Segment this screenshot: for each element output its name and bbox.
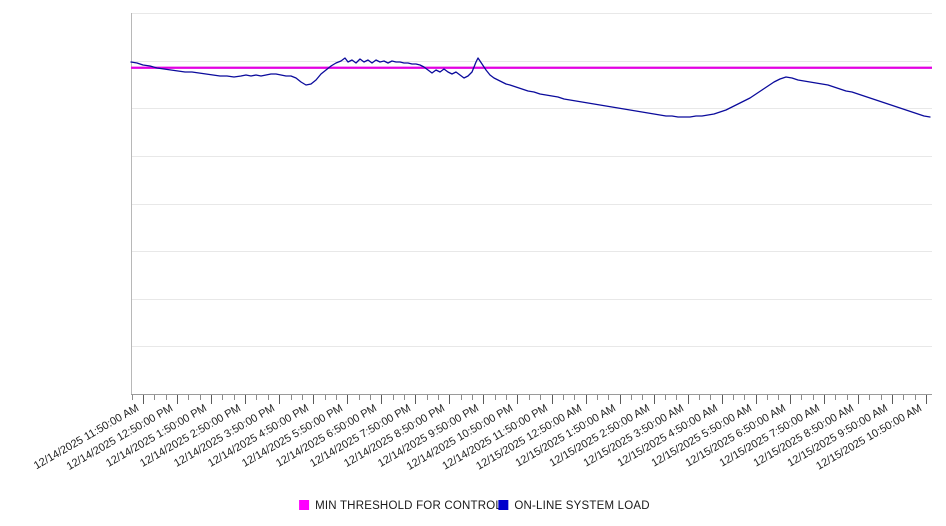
legend-label[interactable]: ON-LINE SYSTEM LOAD: [514, 500, 649, 512]
chart-legend: MIN THRESHOLD FOR CONTROL ON-LINE SYSTEM …: [299, 500, 650, 512]
plot-series-group: [130, 57, 932, 118]
legend-label[interactable]: MIN THRESHOLD FOR CONTROL: [315, 500, 502, 512]
on-line-system-load-series-line: [130, 57, 931, 118]
legend-swatch[interactable]: [498, 500, 509, 510]
x-axis-major-ticks: [143, 395, 927, 404]
legend-swatch[interactable]: [299, 500, 310, 510]
